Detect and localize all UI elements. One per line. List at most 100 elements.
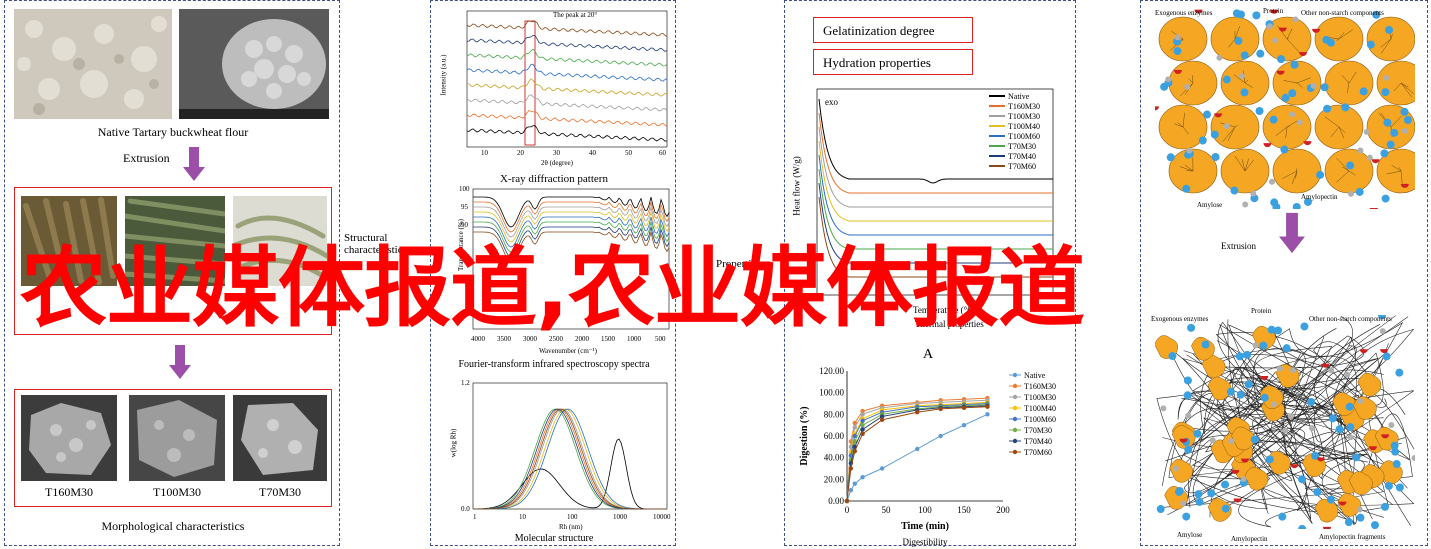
ftir-title: Fourier-transform infrared spectroscopy … xyxy=(458,359,650,370)
non-starch-dot xyxy=(1268,178,1275,185)
protein-dot xyxy=(1345,402,1354,411)
granule-branch xyxy=(1286,38,1301,54)
dig-point xyxy=(985,412,990,417)
bot-label-fragments: Amylopectin fragments xyxy=(1319,533,1386,541)
non-starch-dot xyxy=(1363,128,1370,135)
dig-legend-label: T100M60 xyxy=(1024,415,1056,424)
granule-branch xyxy=(1184,164,1194,172)
dig-caption: Digestibility xyxy=(903,537,949,547)
non-starch-dot xyxy=(1172,465,1179,472)
protein-dot xyxy=(1235,352,1244,361)
protein-dot xyxy=(1298,475,1307,484)
dig-point xyxy=(915,446,920,452)
xrd-xtick-5: 50 xyxy=(625,149,632,157)
dig-xlabel: Time (min) xyxy=(901,521,949,532)
dig-point xyxy=(961,422,967,428)
enzyme-icon xyxy=(1381,434,1390,439)
protein-dot xyxy=(1382,352,1391,361)
protein-dot xyxy=(1341,103,1350,112)
mol-series-line xyxy=(473,408,667,510)
protein-dot xyxy=(1184,445,1193,454)
granule-branch xyxy=(1286,28,1293,40)
sem-label-1: T160M30 xyxy=(45,485,93,499)
dig-point xyxy=(860,422,865,428)
amylopectin-fragment xyxy=(1207,376,1232,401)
protein-dot xyxy=(1203,110,1212,119)
hyd-label: Hydration properties xyxy=(823,55,931,70)
granule-branch xyxy=(1390,33,1393,40)
enzyme-icon xyxy=(1323,526,1332,529)
dsc-series-line xyxy=(818,154,1053,236)
hyd-box xyxy=(813,49,973,75)
legend-label: T70M40 xyxy=(1008,151,1036,161)
protein-dot xyxy=(1366,40,1375,49)
legend-swatch xyxy=(989,115,1005,117)
protein-dot xyxy=(1384,481,1393,490)
xrd-xlabel: 2θ (degree) xyxy=(541,159,573,167)
non-starch-dot xyxy=(1242,201,1249,208)
protein-dot xyxy=(1168,352,1177,361)
protein-dot xyxy=(1383,118,1392,127)
legend-swatch xyxy=(989,105,1005,107)
granule-branch xyxy=(1244,82,1253,88)
enzyme-icon xyxy=(1233,498,1242,503)
mol-series-line xyxy=(473,438,667,510)
ftir-series-line xyxy=(473,196,670,228)
protein-dot xyxy=(1255,106,1264,115)
non-starch-dot xyxy=(1266,23,1273,30)
protein-dot xyxy=(1380,502,1389,511)
granule-branch xyxy=(1324,116,1340,128)
non-starch-dot xyxy=(1250,190,1257,197)
protein-dot xyxy=(1222,75,1231,84)
non-starch-dot xyxy=(1223,123,1230,130)
mol-chart xyxy=(472,382,668,510)
protein-dot xyxy=(1281,93,1290,102)
dig-ytick: 100.00 xyxy=(819,388,844,398)
properties-label: Properties xyxy=(716,258,761,270)
protein-dot xyxy=(1346,161,1355,170)
dig-point xyxy=(860,408,865,414)
mol-xlabel: Rh (nm) xyxy=(559,523,583,531)
enzyme-icon xyxy=(1270,9,1279,14)
ftir-series-line xyxy=(473,211,670,243)
enzyme-icon xyxy=(1263,143,1272,148)
dig-ytick: 80.00 xyxy=(824,409,845,419)
dig-legend-label: T100M40 xyxy=(1024,404,1056,413)
top-label-amylopectin: Amylopectin xyxy=(1301,193,1338,201)
granule-branch xyxy=(1233,74,1246,84)
non-starch-dot xyxy=(1379,328,1386,335)
granule-branch xyxy=(1341,166,1350,172)
protein-dot xyxy=(1166,153,1175,162)
xrd-xtick-6: 60 xyxy=(659,149,666,157)
non-starch-dot xyxy=(1356,506,1363,513)
dig-point xyxy=(860,431,865,437)
dsc-legend-item: T70M30 xyxy=(989,141,1040,151)
sem-label-3: T70M30 xyxy=(259,485,301,499)
top-label-protein: Protein xyxy=(1263,7,1284,15)
dig-point xyxy=(915,409,920,415)
non-starch-dot xyxy=(1240,476,1247,483)
dig-legend-marker xyxy=(1012,394,1018,400)
dsc-series-line xyxy=(818,182,1053,264)
dig-point xyxy=(860,412,865,417)
legend-swatch xyxy=(989,125,1005,127)
dig-series-line xyxy=(846,403,988,502)
dig-series-line xyxy=(846,406,988,502)
enzyme-icon xyxy=(1155,106,1160,111)
top-label-amylose: Amylose xyxy=(1197,201,1223,209)
protein-dot xyxy=(1156,505,1165,514)
dsc-series-line xyxy=(818,196,1053,278)
granule-branch xyxy=(1296,168,1298,172)
dig-legend-marker xyxy=(1012,427,1018,433)
protein-dot xyxy=(1183,376,1192,385)
granule-branch xyxy=(1296,77,1311,84)
mid-extrusion-label: Extrusion xyxy=(1221,241,1256,251)
mol-series-line xyxy=(473,408,667,510)
dsc-legend-item: T70M60 xyxy=(989,161,1040,171)
mol-series-line xyxy=(473,408,667,510)
amylose-chain xyxy=(1215,404,1406,528)
flour-photo xyxy=(14,9,172,119)
amylose-chain xyxy=(1218,376,1393,467)
ftir-series-line xyxy=(473,221,670,253)
dig-chart: 120.00 100.00 80.00 60.00 40.00 20.00 0.000 50 1… xyxy=(799,366,1056,547)
